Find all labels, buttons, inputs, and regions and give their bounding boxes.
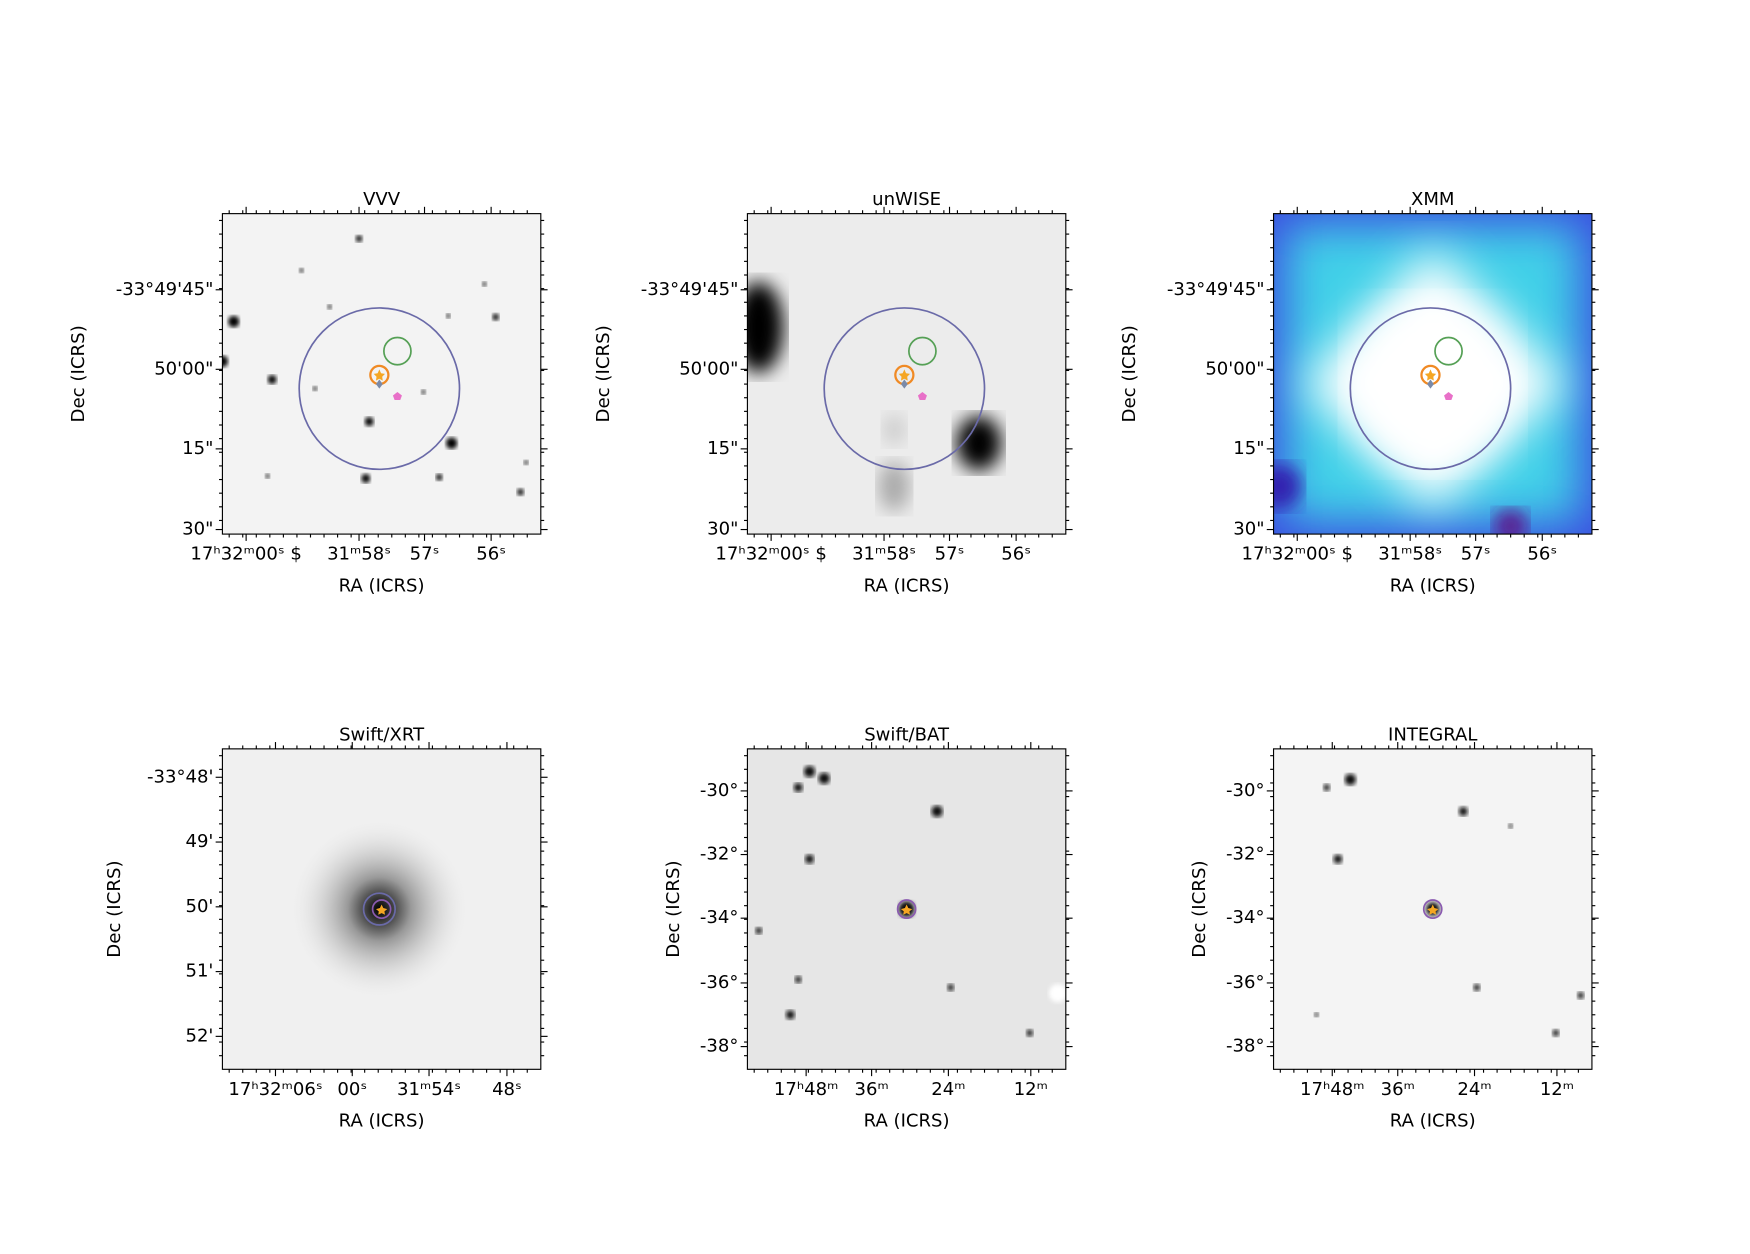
- sky-image: [1273, 213, 1592, 535]
- y-tick-label: -32°: [1226, 844, 1265, 865]
- x-axis-label: RA (ICRS): [864, 1111, 950, 1132]
- y-tick-label: -30°: [1226, 780, 1265, 801]
- x-tick-label: 31ᵐ54ˢ: [397, 1079, 461, 1100]
- y-tick-label: 50'00": [154, 358, 213, 379]
- panel-title: VVV: [363, 189, 401, 210]
- x-axis-label: RA (ICRS): [339, 1111, 425, 1132]
- y-tick-label: 51': [185, 961, 213, 982]
- y-tick-label: 50'00": [1205, 358, 1264, 379]
- y-tick-label: -36°: [1226, 972, 1265, 993]
- x-tick-label: 57ˢ: [1461, 544, 1491, 565]
- y-tick-label: -38°: [1226, 1036, 1265, 1057]
- axes-frame: [1272, 213, 1593, 535]
- y-tick-label: -30°: [700, 780, 739, 801]
- x-tick-label: 57ˢ: [410, 544, 440, 565]
- y-tick-label: -34°: [1226, 907, 1265, 928]
- x-tick-label: 12ᵐ: [1014, 1079, 1048, 1100]
- x-tick-label: 24ᵐ: [1457, 1079, 1491, 1100]
- y-tick-label: -36°: [700, 972, 739, 993]
- panel-title: Swift/BAT: [864, 724, 950, 745]
- x-tick-label: 36ᵐ: [1381, 1079, 1415, 1100]
- sky-image: [222, 748, 541, 1070]
- x-axis-label: RA (ICRS): [864, 575, 950, 596]
- panel: 17ʰ32ᵐ00ˢ $ 31ᵐ58ˢ 57ˢ 56ˢ -33°49'45" 50'00" 1…: [1119, 189, 1599, 596]
- y-axis-label: Dec (ICRS): [1189, 860, 1210, 957]
- y-tick-label: -33°49'45": [1167, 279, 1265, 300]
- y-axis-label: Dec (ICRS): [1119, 325, 1140, 422]
- x-tick-label: 31ᵐ58ˢ: [327, 544, 391, 565]
- y-tick-label: 52': [185, 1025, 213, 1046]
- y-tick-label: 30": [182, 519, 213, 540]
- axes-frame: [746, 213, 1067, 535]
- x-tick-label: 36ᵐ: [855, 1079, 889, 1100]
- panel: 17ʰ32ᵐ00ˢ $ 31ᵐ58ˢ 57ˢ 56ˢ -33°49'45" 50'00" 1…: [593, 189, 1073, 596]
- y-tick-label: -34°: [700, 907, 739, 928]
- axes-frame: [221, 213, 542, 535]
- x-tick-label: 56ˢ: [1001, 544, 1031, 565]
- y-tick-label: -33°49'45": [641, 279, 739, 300]
- panel-title: INTEGRAL: [1388, 724, 1477, 745]
- y-tick-label: 30": [1233, 519, 1264, 540]
- x-tick-label: 17ʰ32ᵐ00ˢ $: [190, 544, 301, 565]
- x-tick-label: 24ᵐ: [931, 1079, 965, 1100]
- axes-frame: [746, 748, 1067, 1070]
- x-tick-label: 48ˢ: [492, 1079, 522, 1100]
- x-tick-label: 56ˢ: [476, 544, 506, 565]
- y-tick-label: 15": [707, 438, 738, 459]
- y-tick-label: -33°48': [147, 766, 213, 787]
- x-axis-label: RA (ICRS): [1390, 1111, 1476, 1132]
- y-tick-label: 15": [1233, 438, 1264, 459]
- panel: 17ʰ32ᵐ06ˢ 00ˢ 31ᵐ54ˢ 48ˢ -33°48' 49' 50' 51' 52'…: [104, 724, 548, 1132]
- y-tick-label: -32°: [700, 844, 739, 865]
- axes-frame: [1272, 748, 1593, 1070]
- panel: 17ʰ48ᵐ 36ᵐ 24ᵐ 12ᵐ -30° -32° -34° -36° -38° Swift…: [663, 724, 1073, 1132]
- y-tick-label: 49': [185, 831, 213, 852]
- y-tick-label: -33°49'45": [116, 279, 214, 300]
- y-tick-label: 50': [185, 896, 213, 917]
- x-tick-label: 17ʰ48ᵐ: [1300, 1079, 1364, 1100]
- sky-image: [222, 213, 541, 535]
- panel-title: unWISE: [872, 189, 941, 210]
- x-tick-label: 17ʰ48ᵐ: [774, 1079, 838, 1100]
- x-tick-label: 56ˢ: [1527, 544, 1557, 565]
- x-tick-label: 00ˢ: [337, 1079, 367, 1100]
- y-tick-label: 15": [182, 438, 213, 459]
- sky-image: [747, 213, 1066, 535]
- x-tick-label: 17ʰ32ᵐ06ˢ: [228, 1079, 322, 1100]
- sky-image: [747, 748, 1066, 1070]
- x-tick-label: 17ʰ32ᵐ00ˢ $: [1242, 544, 1353, 565]
- y-tick-label: 30": [707, 519, 738, 540]
- y-tick-label: -38°: [700, 1036, 739, 1057]
- x-tick-label: 17ʰ32ᵐ00ˢ $: [715, 544, 826, 565]
- sky-image: [1273, 748, 1592, 1070]
- axes-frame: [221, 748, 542, 1070]
- panel-title: XMM: [1411, 189, 1455, 210]
- y-axis-label: Dec (ICRS): [593, 325, 614, 422]
- x-tick-label: 31ᵐ58ˢ: [852, 544, 916, 565]
- panel-title: Swift/XRT: [339, 724, 425, 745]
- y-axis-label: Dec (ICRS): [68, 325, 89, 422]
- y-axis-label: Dec (ICRS): [663, 860, 684, 957]
- x-axis-label: RA (ICRS): [1390, 575, 1476, 596]
- y-axis-label: Dec (ICRS): [104, 860, 125, 957]
- panel: 17ʰ32ᵐ00ˢ $ 31ᵐ58ˢ 57ˢ 56ˢ -33°49'45" 50'00" 1…: [68, 189, 548, 596]
- x-tick-label: 12ᵐ: [1540, 1079, 1574, 1100]
- x-tick-label: 31ᵐ58ˢ: [1378, 544, 1442, 565]
- x-axis-label: RA (ICRS): [339, 575, 425, 596]
- panel: 17ʰ48ᵐ 36ᵐ 24ᵐ 12ᵐ -30° -32° -34° -36° -38° INTEG…: [1189, 724, 1599, 1132]
- y-tick-label: 50'00": [679, 358, 738, 379]
- x-tick-label: 57ˢ: [935, 544, 965, 565]
